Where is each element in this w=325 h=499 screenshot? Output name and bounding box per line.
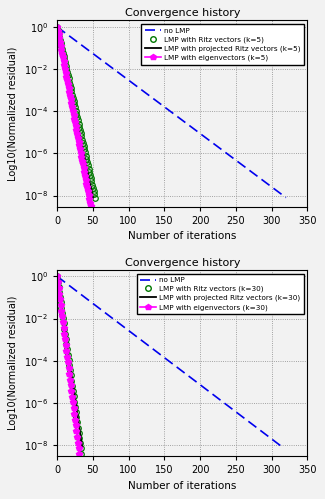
X-axis label: Number of iterations: Number of iterations — [128, 231, 237, 241]
X-axis label: Number of iterations: Number of iterations — [128, 481, 237, 491]
Y-axis label: Log10(Normalized residual): Log10(Normalized residual) — [8, 46, 18, 181]
Legend: no LMP, LMP with Ritz vectors (k=30), LMP with projected Ritz vectors (k=30), LM: no LMP, LMP with Ritz vectors (k=30), LM… — [137, 273, 304, 314]
Legend: no LMP, LMP with Ritz vectors (k=5), LMP with projected Ritz vectors (k=5), LMP : no LMP, LMP with Ritz vectors (k=5), LMP… — [141, 24, 304, 65]
Y-axis label: Log10(Normalized residual): Log10(Normalized residual) — [8, 296, 18, 430]
Title: Convergence history: Convergence history — [124, 258, 240, 268]
Title: Convergence history: Convergence history — [124, 8, 240, 18]
